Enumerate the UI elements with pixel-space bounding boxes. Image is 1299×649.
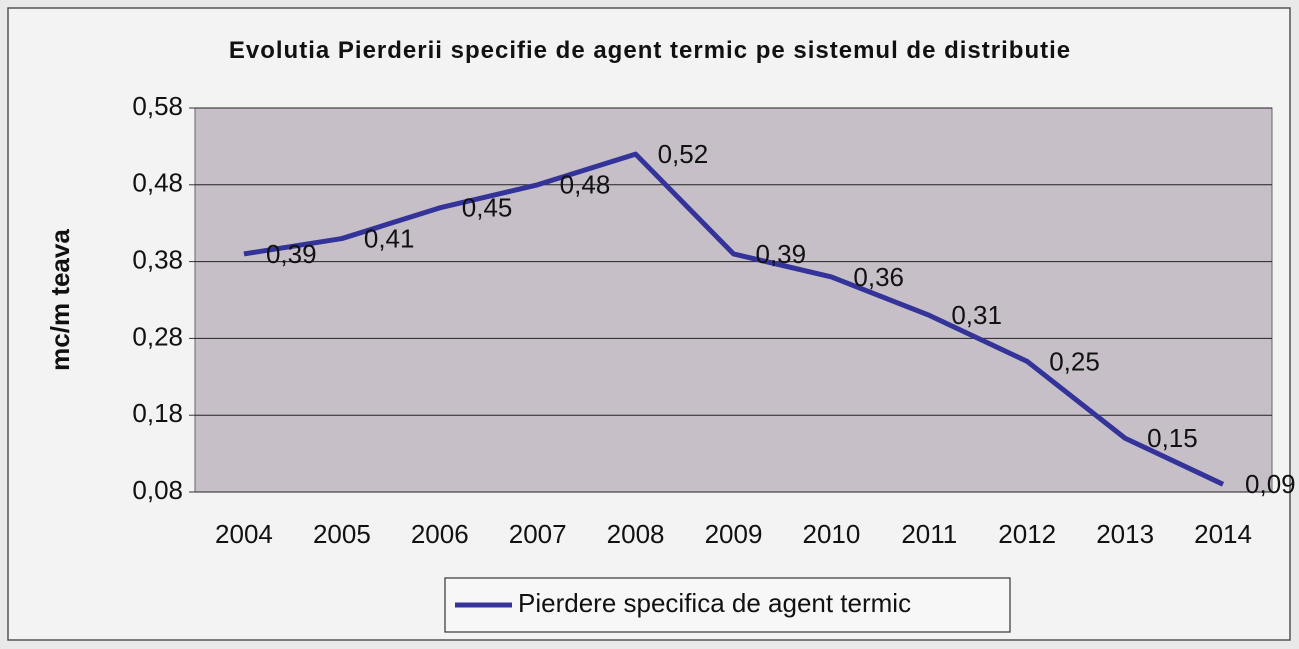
x-tick-label: 2009 <box>705 519 763 549</box>
x-tick-label: 2007 <box>509 519 567 549</box>
data-label: 0,48 <box>560 170 611 200</box>
x-tick-label: 2004 <box>215 519 273 549</box>
data-label: 0,36 <box>853 262 904 292</box>
plot-area <box>194 107 1273 493</box>
chart-title: Evolutia Pierderii specifie de agent ter… <box>228 37 1072 64</box>
y-tick-label: 0,38 <box>132 244 183 274</box>
x-tick-label: 2013 <box>1096 519 1154 549</box>
y-tick-label: 0,18 <box>132 398 183 428</box>
data-label: 0,45 <box>462 193 513 223</box>
x-tick-label: 2005 <box>313 519 371 549</box>
data-label: 0,52 <box>658 139 709 169</box>
data-label: 0,09 <box>1245 469 1296 499</box>
legend-label: Pierdere specifica de agent termic <box>518 588 911 618</box>
data-label: 0,25 <box>1049 346 1100 376</box>
y-tick-label: 0,58 <box>132 91 183 121</box>
data-label: 0,15 <box>1147 423 1198 453</box>
data-label: 0,41 <box>364 223 415 253</box>
y-tick-label: 0,48 <box>132 168 183 198</box>
y-axis-label: mc/m teava <box>45 229 75 371</box>
y-tick-label: 0,08 <box>132 475 183 505</box>
x-tick-label: 2012 <box>998 519 1056 549</box>
y-tick-label: 0,28 <box>132 321 183 351</box>
data-label: 0,31 <box>951 300 1002 330</box>
x-tick-label: 2014 <box>1194 519 1252 549</box>
x-tick-label: 2011 <box>901 519 957 549</box>
legend-box <box>444 577 1011 633</box>
data-label: 0,39 <box>266 239 317 269</box>
x-tick-label: 2010 <box>802 519 860 549</box>
x-tick-label: 2006 <box>411 519 469 549</box>
x-tick-label: 2008 <box>607 519 665 549</box>
data-line <box>243 151 1225 487</box>
data-label: 0,39 <box>756 239 807 269</box>
